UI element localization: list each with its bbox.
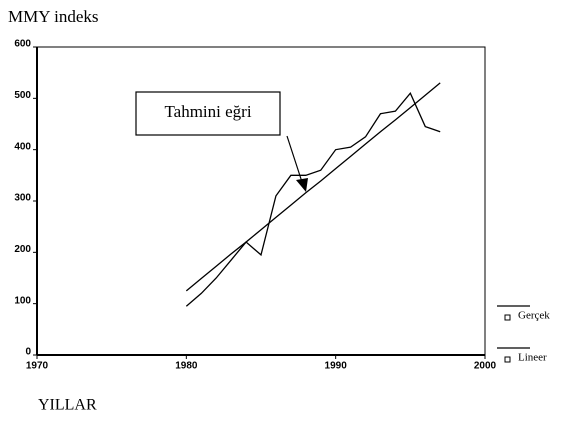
chart-title: MMY indeks: [8, 7, 99, 26]
y-tick-label: 600: [14, 39, 31, 50]
series-line: [185, 91, 441, 307]
annotation-arrow: [286, 135, 303, 183]
y-tick-label: 0: [25, 347, 31, 358]
y-tick-label: 200: [14, 244, 31, 255]
y-tick-label: 300: [14, 193, 31, 204]
x-tick-label: 1970: [26, 361, 49, 372]
legend-marker: [504, 314, 511, 321]
x-tick-label: 1990: [325, 361, 348, 372]
x-axis-label: YILLAR: [38, 397, 97, 414]
arrow-head: [296, 178, 308, 192]
y-tick-label: 100: [14, 295, 31, 306]
legend-label: Gerçek: [518, 310, 550, 322]
y-tick-label: 500: [14, 90, 31, 101]
annotation: Tahmini eğri: [164, 102, 251, 121]
legend-label: Lineer: [518, 352, 547, 364]
annotation-box: [135, 91, 281, 136]
series-line: [185, 82, 441, 292]
legend-marker: [504, 356, 511, 363]
y-tick-label: 400: [14, 141, 31, 152]
x-tick-label: 2000: [474, 361, 497, 372]
x-tick-label: 1980: [175, 361, 198, 372]
